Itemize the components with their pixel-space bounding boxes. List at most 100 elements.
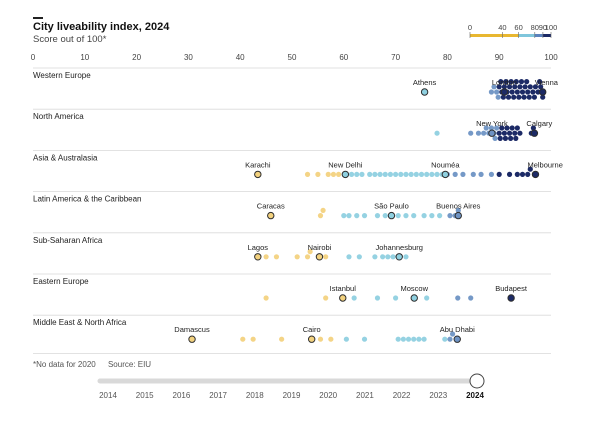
highlighted-city-dot	[267, 211, 275, 220]
city-dot	[540, 94, 546, 100]
region-label: Asia & Australasia	[33, 153, 98, 162]
city-dot	[336, 171, 342, 177]
region-row: Sub-Saharan Africa Lagos Nairobi Johannesbu…	[33, 232, 551, 261]
city-dot	[452, 171, 458, 177]
timeline-year-label[interactable]: 2019	[283, 391, 301, 400]
city-dot	[304, 254, 311, 260]
city-dot	[361, 336, 368, 342]
city-dot	[325, 171, 331, 177]
city-label: Calgary	[526, 119, 552, 128]
city-dot	[504, 125, 510, 131]
region-row: Middle East & North Africa Damascus Cairo A…	[33, 314, 551, 343]
timeline-year-label[interactable]: 2018	[246, 391, 264, 400]
city-label: Lagos	[248, 243, 269, 252]
timeline-year-label[interactable]: 2016	[173, 391, 191, 400]
timeline-year-label[interactable]: 2021	[356, 391, 374, 400]
city-dot	[382, 171, 388, 177]
city-dot	[488, 89, 495, 95]
highlighted-city-dot	[507, 294, 515, 302]
timeline-handle[interactable]	[469, 373, 485, 389]
city-label: Caracas	[257, 202, 285, 211]
title-accent-bar	[33, 17, 43, 19]
city-label: Damascus	[174, 325, 210, 334]
city-dot	[317, 213, 324, 219]
city-dot	[320, 207, 326, 213]
city-dot	[294, 254, 300, 260]
city-label: Istanbul	[330, 284, 357, 293]
city-dot	[400, 336, 406, 342]
city-dot	[526, 94, 532, 100]
city-dot	[531, 94, 538, 100]
city-dot	[500, 94, 506, 100]
region-row: Latin America & the Caribbean Caracas São …	[33, 191, 551, 220]
timeline-year-label[interactable]: 2023	[429, 391, 447, 400]
city-label: Buenos Aires	[436, 202, 480, 211]
city-dot	[447, 336, 453, 342]
city-dot	[374, 213, 381, 219]
city-dot	[518, 79, 525, 85]
timeline-year-label[interactable]: 2017	[209, 391, 227, 400]
city-label: New Delhi	[328, 160, 363, 169]
city-dot	[343, 336, 349, 342]
city-dot	[408, 171, 414, 177]
timeline-year-label[interactable]: 2022	[393, 391, 411, 400]
city-dot	[505, 94, 512, 100]
city-dot	[519, 171, 526, 177]
city-dot	[492, 135, 498, 141]
timeline-year-label[interactable]: 2024	[466, 391, 484, 400]
highlighted-city-dot	[531, 170, 540, 179]
city-dot	[494, 125, 500, 131]
x-tick-label: 50	[288, 53, 297, 62]
highlighted-city-dot	[420, 88, 429, 96]
city-dot	[356, 254, 362, 260]
city-dot	[509, 125, 515, 131]
region-label: North America	[33, 112, 84, 121]
city-dot	[514, 125, 520, 131]
timeline-year-label[interactable]: 2014	[99, 391, 117, 400]
city-dot	[390, 254, 396, 260]
city-label: Nairobi	[308, 243, 332, 252]
city-dot	[359, 171, 365, 177]
footnote-note: *No data for 2020	[33, 360, 96, 369]
legend-band	[542, 34, 551, 37]
city-dot	[411, 336, 417, 342]
city-dot	[468, 295, 474, 301]
city-dot	[437, 213, 443, 219]
city-dot	[323, 295, 329, 301]
city-dot	[354, 213, 360, 219]
legend-tick-label: 40	[498, 23, 506, 32]
city-label: Abu Dhabi	[440, 325, 475, 334]
highlighted-city-dot	[188, 335, 196, 343]
city-dot	[506, 130, 513, 136]
city-dot	[494, 89, 500, 95]
city-dot	[317, 336, 324, 342]
highlighted-city-dot	[488, 129, 496, 137]
timeline-year-label[interactable]: 2015	[136, 391, 154, 400]
highlighted-city-dot	[410, 294, 418, 302]
legend-tick-label: 0	[468, 23, 472, 32]
x-tick-label: 0	[31, 53, 36, 62]
city-dot	[413, 171, 419, 177]
legend-band	[518, 34, 535, 37]
city-dot	[491, 84, 497, 90]
timeline-year-label[interactable]: 2020	[319, 391, 337, 400]
city-dot	[421, 213, 427, 219]
city-label: Moscow	[400, 284, 428, 293]
city-dot	[495, 94, 501, 100]
highlighted-city-dot	[254, 253, 262, 261]
city-dot	[387, 171, 394, 177]
chart-subtitle: Score out of 100*	[33, 34, 107, 45]
city-dot	[496, 130, 502, 136]
x-tick-label: 70	[391, 53, 400, 62]
city-label: Melbourne	[527, 160, 562, 169]
city-dot	[498, 79, 504, 85]
city-dot	[507, 135, 514, 141]
region-label: Western Europe	[33, 71, 91, 80]
x-tick-label: 80	[443, 53, 452, 62]
city-dot	[421, 336, 427, 342]
region-label: Eastern Europe	[33, 277, 89, 286]
city-dot	[517, 130, 523, 136]
city-dot	[513, 135, 519, 141]
city-dot	[377, 171, 383, 177]
